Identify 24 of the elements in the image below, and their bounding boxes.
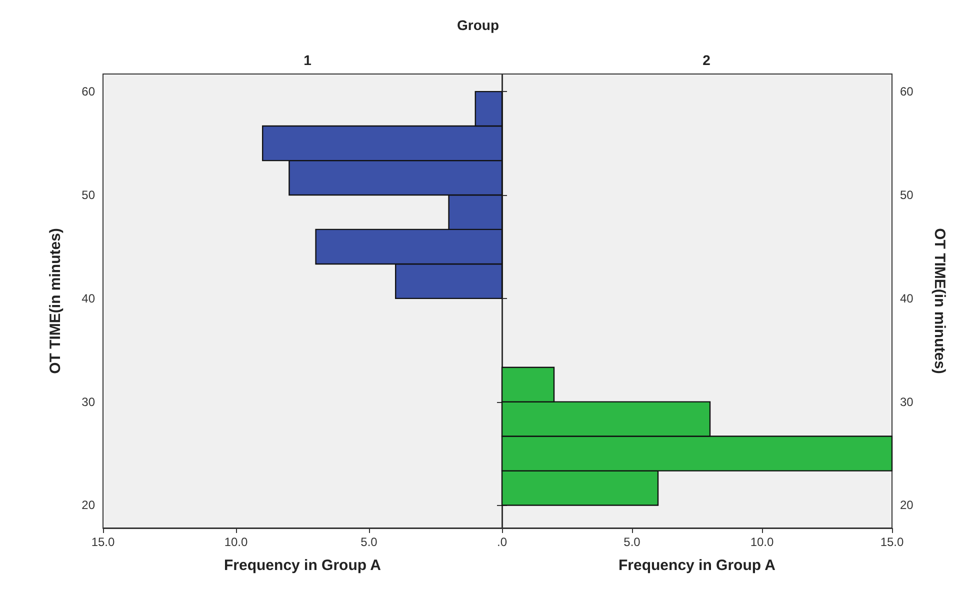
x-tick-label: 10.0 [750, 535, 774, 549]
x-axis-title: Frequency in Group A [224, 557, 382, 574]
x-tick-label: 5.0 [360, 535, 378, 549]
y-tick-label: 30 [900, 394, 914, 409]
x-tick-label: .0 [496, 535, 508, 549]
x-tick-label: 15.0 [880, 535, 904, 549]
y-tick-label: 30 [82, 394, 96, 409]
y-tick-label: 50 [82, 188, 96, 202]
y-tick-label: 20 [900, 498, 914, 512]
y-tick-label: 40 [900, 291, 914, 306]
chart-title: 2 [702, 52, 711, 68]
y-axis-title: OT TIME(in minutes) [47, 228, 64, 374]
x-tick-label: 10.0 [224, 535, 248, 549]
y-tick-label: 60 [900, 84, 914, 99]
y-axis-title: OT TIME(in minutes) [931, 228, 948, 374]
chart-title: 1 [304, 52, 312, 68]
y-tick-label: 60 [82, 84, 96, 99]
y-tick-label: 50 [900, 188, 914, 202]
y-tick-label: 40 [82, 291, 96, 306]
x-axis-title: Frequency in Group A [618, 557, 776, 574]
x-tick-label: 5.0 [624, 535, 641, 549]
text: Group [457, 17, 500, 33]
x-tick-label: 15.0 [91, 535, 115, 549]
y-tick-label: 20 [82, 498, 96, 512]
